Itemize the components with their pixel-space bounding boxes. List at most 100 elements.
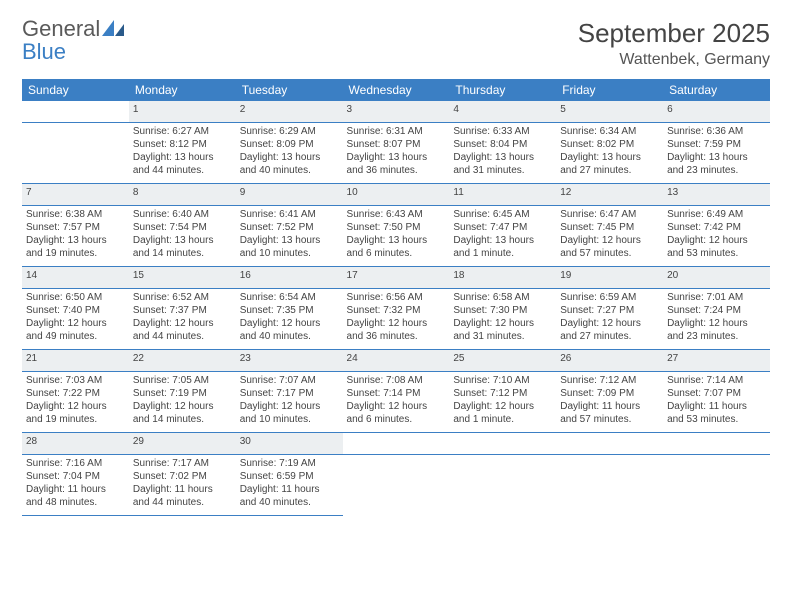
daylight1-text: Daylight: 12 hours [667,234,766,247]
sunrise-text: Sunrise: 6:33 AM [453,125,552,138]
day-cell: Sunrise: 7:03 AMSunset: 7:22 PMDaylight:… [22,372,129,433]
day-number: 24 [343,350,450,372]
sunset-text: Sunset: 8:04 PM [453,138,552,151]
daylight2-text: and 1 minute. [453,413,552,426]
daylight2-text: and 10 minutes. [240,413,339,426]
sunrise-text: Sunrise: 6:45 AM [453,208,552,221]
day-cell: Sunrise: 6:54 AMSunset: 7:35 PMDaylight:… [236,289,343,350]
daylight1-text: Daylight: 13 hours [347,234,446,247]
day-cell: Sunrise: 7:07 AMSunset: 7:17 PMDaylight:… [236,372,343,433]
day-number: 1 [129,101,236,123]
daylight1-text: Daylight: 11 hours [560,400,659,413]
sunset-text: Sunset: 7:19 PM [133,387,232,400]
sunrise-text: Sunrise: 7:14 AM [667,374,766,387]
day-content-row: Sunrise: 7:03 AMSunset: 7:22 PMDaylight:… [22,372,770,433]
daylight2-text: and 6 minutes. [347,247,446,260]
day-number: 19 [556,267,663,289]
sunrise-text: Sunrise: 6:54 AM [240,291,339,304]
day-number [343,433,450,455]
day-cell: Sunrise: 6:27 AMSunset: 8:12 PMDaylight:… [129,123,236,184]
day-cell: Sunrise: 7:08 AMSunset: 7:14 PMDaylight:… [343,372,450,433]
sunset-text: Sunset: 7:02 PM [133,470,232,483]
day-content-row: Sunrise: 6:27 AMSunset: 8:12 PMDaylight:… [22,123,770,184]
day-cell [22,123,129,184]
daylight1-text: Daylight: 12 hours [347,400,446,413]
day-number: 30 [236,433,343,455]
daylight1-text: Daylight: 13 hours [133,151,232,164]
day-cell: Sunrise: 6:38 AMSunset: 7:57 PMDaylight:… [22,206,129,267]
daylight2-text: and 53 minutes. [667,247,766,260]
sunrise-text: Sunrise: 6:59 AM [560,291,659,304]
sunset-text: Sunset: 7:45 PM [560,221,659,234]
sunrise-text: Sunrise: 6:34 AM [560,125,659,138]
day-number: 27 [663,350,770,372]
day-number: 10 [343,184,450,206]
daylight1-text: Daylight: 12 hours [347,317,446,330]
day-number: 2 [236,101,343,123]
sunset-text: Sunset: 7:47 PM [453,221,552,234]
day-number: 12 [556,184,663,206]
sunrise-text: Sunrise: 7:10 AM [453,374,552,387]
sunrise-text: Sunrise: 6:38 AM [26,208,125,221]
day-number: 26 [556,350,663,372]
day-cell: Sunrise: 6:41 AMSunset: 7:52 PMDaylight:… [236,206,343,267]
day-cell [343,455,450,516]
day-cell: Sunrise: 6:36 AMSunset: 7:59 PMDaylight:… [663,123,770,184]
daylight2-text: and 27 minutes. [560,164,659,177]
sunrise-text: Sunrise: 6:41 AM [240,208,339,221]
sunset-text: Sunset: 7:24 PM [667,304,766,317]
day-header: Sunday [22,79,129,101]
daylight1-text: Daylight: 12 hours [560,234,659,247]
day-header: Monday [129,79,236,101]
daylight2-text: and 19 minutes. [26,247,125,260]
sunrise-text: Sunrise: 6:40 AM [133,208,232,221]
sunset-text: Sunset: 7:30 PM [453,304,552,317]
sunrise-text: Sunrise: 6:27 AM [133,125,232,138]
daylight2-text: and 36 minutes. [347,164,446,177]
daylight1-text: Daylight: 13 hours [560,151,659,164]
day-number: 14 [22,267,129,289]
logo-word1: General [22,16,100,41]
day-number: 3 [343,101,450,123]
sunrise-text: Sunrise: 7:12 AM [560,374,659,387]
day-number: 18 [449,267,556,289]
day-header: Friday [556,79,663,101]
day-number: 22 [129,350,236,372]
sunrise-text: Sunrise: 7:01 AM [667,291,766,304]
daylight2-text: and 53 minutes. [667,413,766,426]
day-cell: Sunrise: 6:52 AMSunset: 7:37 PMDaylight:… [129,289,236,350]
sunset-text: Sunset: 7:27 PM [560,304,659,317]
daylight2-text: and 23 minutes. [667,164,766,177]
sunrise-text: Sunrise: 6:29 AM [240,125,339,138]
day-cell: Sunrise: 6:49 AMSunset: 7:42 PMDaylight:… [663,206,770,267]
sunrise-text: Sunrise: 6:52 AM [133,291,232,304]
daylight2-text: and 57 minutes. [560,413,659,426]
sunset-text: Sunset: 7:22 PM [26,387,125,400]
title-block: September 2025 Wattenbek, Germany [578,18,770,69]
day-number-row: 14151617181920 [22,267,770,289]
day-content-row: Sunrise: 7:16 AMSunset: 7:04 PMDaylight:… [22,455,770,516]
daylight1-text: Daylight: 12 hours [26,400,125,413]
daylight1-text: Daylight: 12 hours [240,317,339,330]
daylight1-text: Daylight: 12 hours [453,317,552,330]
calendar-table: SundayMondayTuesdayWednesdayThursdayFrid… [22,79,770,516]
daylight2-text: and 1 minute. [453,247,552,260]
daylight1-text: Daylight: 12 hours [240,400,339,413]
daylight2-text: and 40 minutes. [240,496,339,509]
sunrise-text: Sunrise: 6:56 AM [347,291,446,304]
day-header: Thursday [449,79,556,101]
daylight2-text: and 31 minutes. [453,330,552,343]
day-cell [556,455,663,516]
day-header: Wednesday [343,79,450,101]
day-number: 23 [236,350,343,372]
sunrise-text: Sunrise: 6:50 AM [26,291,125,304]
daylight2-text: and 23 minutes. [667,330,766,343]
day-cell: Sunrise: 6:43 AMSunset: 7:50 PMDaylight:… [343,206,450,267]
sunset-text: Sunset: 7:04 PM [26,470,125,483]
day-cell: Sunrise: 7:10 AMSunset: 7:12 PMDaylight:… [449,372,556,433]
day-number-row: 21222324252627 [22,350,770,372]
sunrise-text: Sunrise: 6:43 AM [347,208,446,221]
sunrise-text: Sunrise: 7:03 AM [26,374,125,387]
day-number: 28 [22,433,129,455]
day-content-row: Sunrise: 6:38 AMSunset: 7:57 PMDaylight:… [22,206,770,267]
